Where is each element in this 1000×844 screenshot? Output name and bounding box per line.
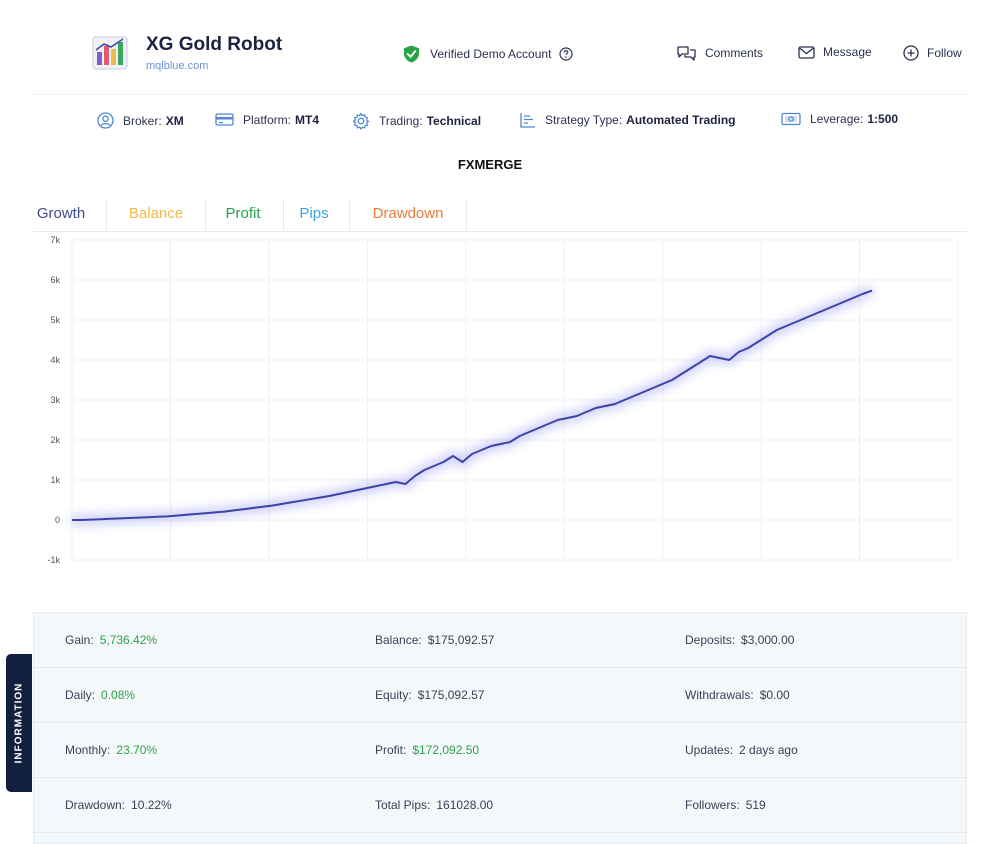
robot-logo-icon: [92, 36, 128, 70]
stat-withdrawals-value: $0.00: [759, 688, 790, 702]
leverage-value: 1:500: [867, 112, 899, 126]
broker-info: Broker: XM: [97, 112, 184, 129]
stat-daily: Daily: 0.08%: [65, 688, 136, 702]
stat-gain-value: 5,736.42%: [99, 633, 158, 647]
tab-separator: [106, 200, 107, 230]
message-envelope-icon: [798, 45, 815, 59]
stat-row: Gain: 5,736.42% Balance: $175,092.57 Depos…: [34, 613, 966, 668]
tab-balance[interactable]: Balance: [128, 205, 184, 222]
stat-balance-value: $175,092.57: [427, 633, 495, 647]
strategy-label: Strategy Type:: [545, 113, 623, 127]
strategy-info: Strategy Type: Automated Trading: [519, 112, 736, 128]
stat-row: Drawdown: 10.22% Total Pips: 161028.00 Fol…: [34, 778, 966, 833]
tab-separator: [205, 200, 206, 230]
trading-value: Technical: [426, 114, 482, 128]
leverage-info: Leverage: 1:500: [781, 112, 898, 126]
stat-row: Monthly: 23.70% Profit: $172,092.50 Update…: [34, 723, 966, 778]
tab-separator: [466, 200, 467, 230]
tab-separator: [283, 200, 284, 230]
plus-circle-icon: [903, 45, 919, 61]
broker-value: XM: [165, 113, 184, 128]
y-tick-label: 2k: [50, 435, 60, 445]
growth-line: [72, 289, 873, 521]
y-tick-label: 3k: [50, 395, 60, 405]
stat-total-pips-value: 161028.00: [436, 798, 494, 812]
comments-label: Comments: [705, 46, 764, 60]
stat-equity-value: $175,092.57: [417, 688, 485, 702]
chart-tabs: Growth Balance Profit Pips Drawdown: [33, 198, 967, 232]
stat-drawdown: Drawdown: 10.22%: [65, 798, 172, 812]
stat-monthly: Monthly: 23.70%: [65, 743, 158, 757]
message-button[interactable]: Message: [798, 45, 872, 59]
growth-chart: 7k 6k 5k 4k 3k 2k 1k 0 -1k: [47, 235, 959, 565]
tab-growth[interactable]: Growth: [36, 205, 86, 222]
user-circle-icon: [97, 112, 114, 129]
stat-drawdown-value: 10.22%: [131, 798, 172, 812]
follow-button[interactable]: Follow: [903, 45, 962, 61]
y-tick-label: 0: [55, 515, 60, 525]
platform-info: Platform: MT4: [215, 112, 319, 127]
broker-label: Broker:: [123, 113, 162, 128]
stat-updates-value: 2 days ago: [739, 743, 798, 757]
y-tick-label: 1k: [50, 475, 60, 485]
help-icon[interactable]: [559, 47, 574, 61]
money-icon: [781, 112, 801, 126]
stat-deposits-value: $3,000.00: [741, 633, 795, 647]
strategy-value: Automated Trading: [626, 113, 736, 127]
growth-line-glow: [72, 285, 874, 525]
verified-badge: Verified Demo Account: [402, 44, 574, 64]
information-side-tab[interactable]: INFORMATION: [6, 654, 32, 792]
platform-label: Platform:: [243, 112, 292, 127]
stat-profit: Profit: $172,092.50: [375, 743, 480, 757]
y-tick-label: 6k: [50, 275, 60, 285]
gear-icon: [352, 112, 370, 130]
trading-label: Trading:: [379, 114, 423, 128]
verified-shield-icon: [403, 45, 420, 63]
trading-info: Trading: Technical: [352, 112, 481, 130]
y-tick-label: 7k: [50, 235, 60, 245]
stat-daily-value: 0.08%: [101, 688, 136, 702]
stat-deposits: Deposits: $3,000.00: [685, 633, 795, 647]
stat-equity: Equity: $175,092.57: [375, 688, 485, 702]
verified-label: Verified Demo Account: [430, 47, 552, 61]
stat-followers-value: 519: [745, 798, 766, 812]
stats-panel: Gain: 5,736.42% Balance: $175,092.57 Depos…: [33, 612, 967, 844]
bar-list-icon: [520, 113, 535, 128]
tab-pips[interactable]: Pips: [299, 205, 329, 222]
comments-icon: [677, 46, 696, 61]
robot-title: XG Gold Robot: [146, 34, 283, 55]
stat-withdrawals: Withdrawals: $0.00: [685, 688, 790, 702]
follow-label: Follow: [927, 46, 962, 60]
page-header: XG Gold Robot mqlblue.com Verified Demo …: [0, 0, 1000, 95]
robot-website-link[interactable]: mqlblue.com: [146, 60, 209, 72]
header-divider: [33, 94, 967, 95]
robot-info-bar: Broker: XM Platform: MT4 Trading: Technical…: [0, 112, 1000, 134]
stat-followers: Followers: 519: [685, 798, 766, 812]
y-tick-label: -1k: [47, 555, 60, 565]
stat-monthly-value: 23.70%: [116, 743, 158, 757]
leverage-label: Leverage:: [810, 112, 864, 126]
stat-row: Daily: 0.08% Equity: $175,092.57 Withdrawa…: [34, 668, 966, 723]
tab-separator: [349, 200, 350, 230]
tab-drawdown[interactable]: Drawdown: [372, 205, 444, 222]
y-tick-label: 5k: [50, 315, 60, 325]
information-tab-label: INFORMATION: [13, 682, 25, 764]
stat-balance: Balance: $175,092.57: [375, 633, 495, 647]
platform-value: MT4: [295, 112, 320, 127]
account-name: FXMERGE: [457, 157, 523, 172]
tab-profit[interactable]: Profit: [225, 205, 261, 222]
card-icon: [215, 113, 234, 126]
y-tick-label: 4k: [50, 355, 60, 365]
stat-profit-value: $172,092.50: [412, 743, 480, 757]
message-label: Message: [823, 45, 872, 59]
stat-gain: Gain: 5,736.42%: [65, 633, 158, 647]
stat-updates: Updates: 2 days ago: [685, 743, 798, 757]
stat-total-pips: Total Pips: 161028.00: [375, 798, 494, 812]
comments-button[interactable]: Comments: [676, 45, 763, 61]
